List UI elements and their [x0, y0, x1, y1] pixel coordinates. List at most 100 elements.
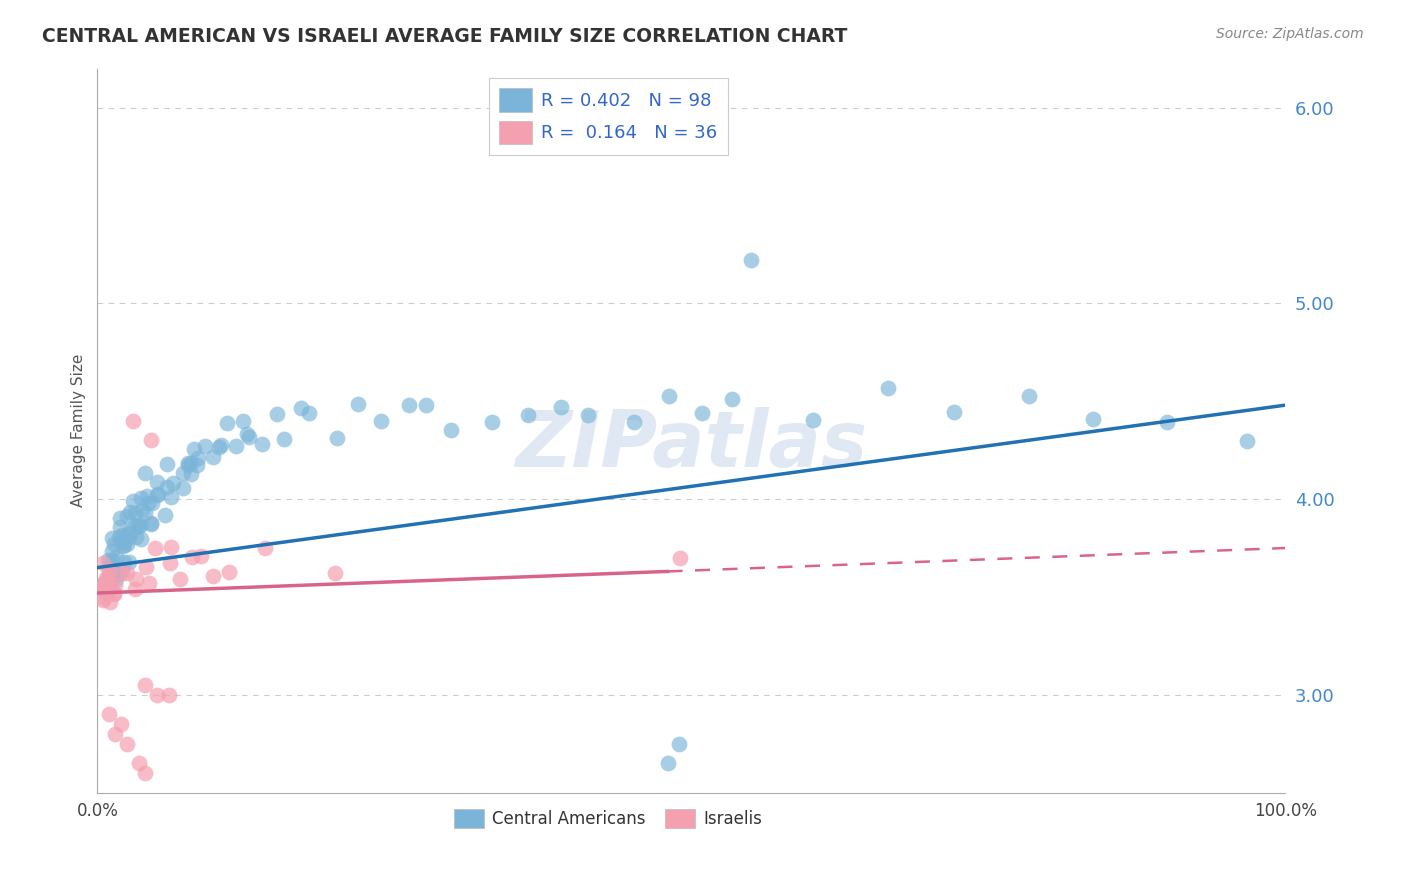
Point [110, 528, 132, 542]
Point [180, 467, 202, 482]
Point [145, 475, 167, 490]
Point [108, 530, 131, 544]
Point [297, 406, 319, 420]
Point [111, 566, 134, 581]
Point [115, 737, 138, 751]
Point [208, 440, 231, 454]
Point [690, 406, 713, 420]
Point [398, 398, 420, 412]
Point [146, 488, 169, 502]
Point [481, 416, 503, 430]
Point [111, 563, 134, 577]
Point [97, 572, 120, 586]
Point [93, 577, 115, 591]
Point [801, 412, 824, 426]
Point [415, 398, 437, 412]
Point [115, 508, 138, 523]
Point [134, 507, 156, 521]
Point [98, 707, 121, 722]
Point [1156, 416, 1178, 430]
Point [141, 495, 163, 509]
Point [103, 586, 125, 600]
Point [157, 688, 180, 702]
Point [141, 516, 163, 530]
Point [183, 442, 205, 456]
Point [124, 518, 146, 533]
Point [96, 586, 118, 600]
Point [180, 457, 202, 471]
Text: ZIPatlas: ZIPatlas [515, 407, 868, 483]
Point [139, 434, 162, 448]
Point [346, 396, 368, 410]
Y-axis label: Average Family Size: Average Family Size [72, 354, 86, 508]
Point [176, 458, 198, 472]
Point [225, 439, 247, 453]
Point [135, 559, 157, 574]
Point [101, 553, 124, 567]
Point [1081, 412, 1104, 426]
Point [238, 430, 260, 444]
Point [114, 555, 136, 569]
Point [100, 566, 122, 580]
Point [148, 487, 170, 501]
Text: Source: ZipAtlas.com: Source: ZipAtlas.com [1216, 27, 1364, 41]
Point [177, 456, 200, 470]
Point [162, 475, 184, 490]
Point [124, 506, 146, 520]
Point [236, 427, 259, 442]
Point [94, 571, 117, 585]
Point [104, 549, 127, 564]
Point [190, 549, 212, 563]
Point [187, 450, 209, 465]
Point [103, 536, 125, 550]
Point [128, 517, 150, 532]
Point [110, 717, 132, 731]
Point [658, 389, 681, 403]
Point [124, 582, 146, 596]
Point [139, 516, 162, 531]
Point [98, 595, 121, 609]
Point [250, 437, 273, 451]
Point [122, 414, 145, 428]
Point [104, 578, 127, 592]
Point [101, 544, 124, 558]
Point [668, 551, 690, 566]
Point [91, 592, 114, 607]
Point [657, 756, 679, 771]
Point [145, 688, 167, 702]
Point [94, 577, 117, 591]
Point [215, 416, 238, 430]
Point [105, 566, 128, 581]
Point [218, 566, 240, 580]
Point [103, 587, 125, 601]
Point [876, 381, 898, 395]
Point [143, 541, 166, 555]
Point [89, 581, 111, 595]
Point [97, 553, 120, 567]
Point [159, 556, 181, 570]
Point [112, 534, 135, 549]
Point [136, 489, 159, 503]
Point [201, 569, 224, 583]
Point [125, 518, 148, 533]
Point [108, 520, 131, 534]
Point [90, 578, 112, 592]
Point [131, 503, 153, 517]
Point [138, 575, 160, 590]
Point [323, 566, 346, 580]
Point [134, 466, 156, 480]
Point [172, 481, 194, 495]
Point [108, 511, 131, 525]
Point [94, 574, 117, 589]
Point [172, 466, 194, 480]
Point [326, 431, 349, 445]
Text: CENTRAL AMERICAN VS ISRAELI AVERAGE FAMILY SIZE CORRELATION CHART: CENTRAL AMERICAN VS ISRAELI AVERAGE FAMI… [42, 27, 848, 45]
Point [1018, 389, 1040, 403]
Point [129, 532, 152, 546]
Point [266, 408, 288, 422]
Point [578, 408, 600, 422]
Point [128, 756, 150, 771]
Point [98, 564, 121, 578]
Point [96, 575, 118, 590]
Point [160, 540, 183, 554]
